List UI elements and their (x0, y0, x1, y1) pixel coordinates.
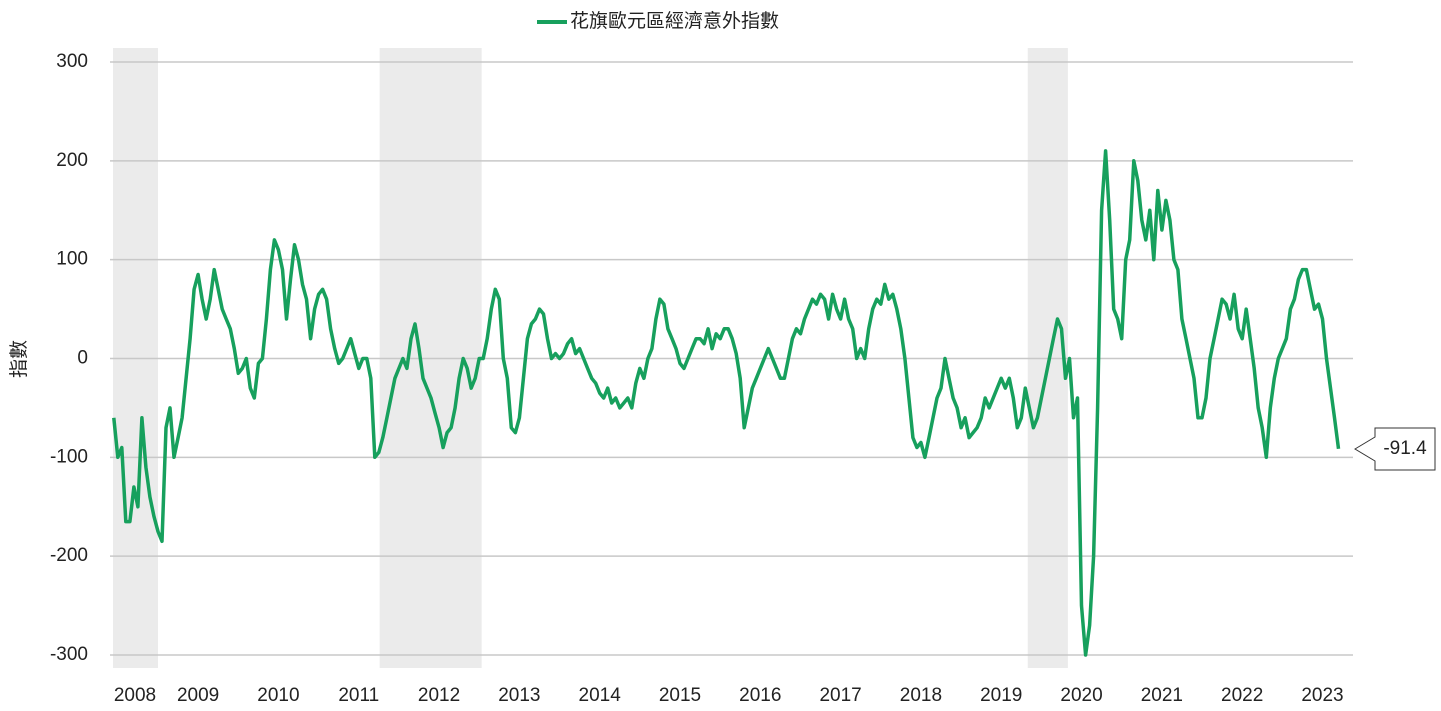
y-axis-label: 指數 (8, 340, 30, 378)
x-tick-label: 2017 (819, 685, 861, 706)
y-tick-label: 0 (77, 348, 88, 369)
x-tick-label: 2008 (114, 685, 156, 706)
x-tick-label: 2021 (1141, 685, 1183, 706)
x-tick-label: 2015 (659, 685, 701, 706)
value-callout (1354, 427, 1436, 471)
value-callout-label: -91.4 (1383, 438, 1427, 459)
y-tick-label: -200 (50, 545, 88, 566)
x-tick-label: 2009 (177, 685, 219, 706)
x-tick-label: 2020 (1060, 685, 1102, 706)
legend-label: 花旗歐元區經濟意外指數 (570, 10, 779, 32)
y-tick-label: -300 (50, 644, 88, 665)
x-tick-label: 2018 (900, 685, 942, 706)
x-tick-label: 2016 (739, 685, 781, 706)
x-tick-label: 2013 (498, 685, 540, 706)
line-layer (112, 149, 1341, 657)
x-tick-label: 2019 (980, 685, 1022, 706)
x-tick-label: 2011 (338, 685, 379, 706)
y-tick-label: 300 (56, 51, 88, 72)
x-tick-label: 2012 (418, 685, 460, 706)
series-line (112, 149, 1341, 657)
y-tick-label: 200 (56, 150, 88, 171)
x-tick-label: 2010 (257, 685, 299, 706)
x-tick-label: 2014 (579, 685, 622, 706)
y-tick-label: 100 (56, 249, 88, 270)
x-tick-label: 2023 (1301, 685, 1343, 706)
y-tick-label: -100 (50, 446, 88, 467)
x-tick-label: 2022 (1221, 685, 1263, 706)
grid-layer: -300 -200 -100 0 100 200 300 2008 2009 2010 2011 20… (50, 51, 1353, 706)
